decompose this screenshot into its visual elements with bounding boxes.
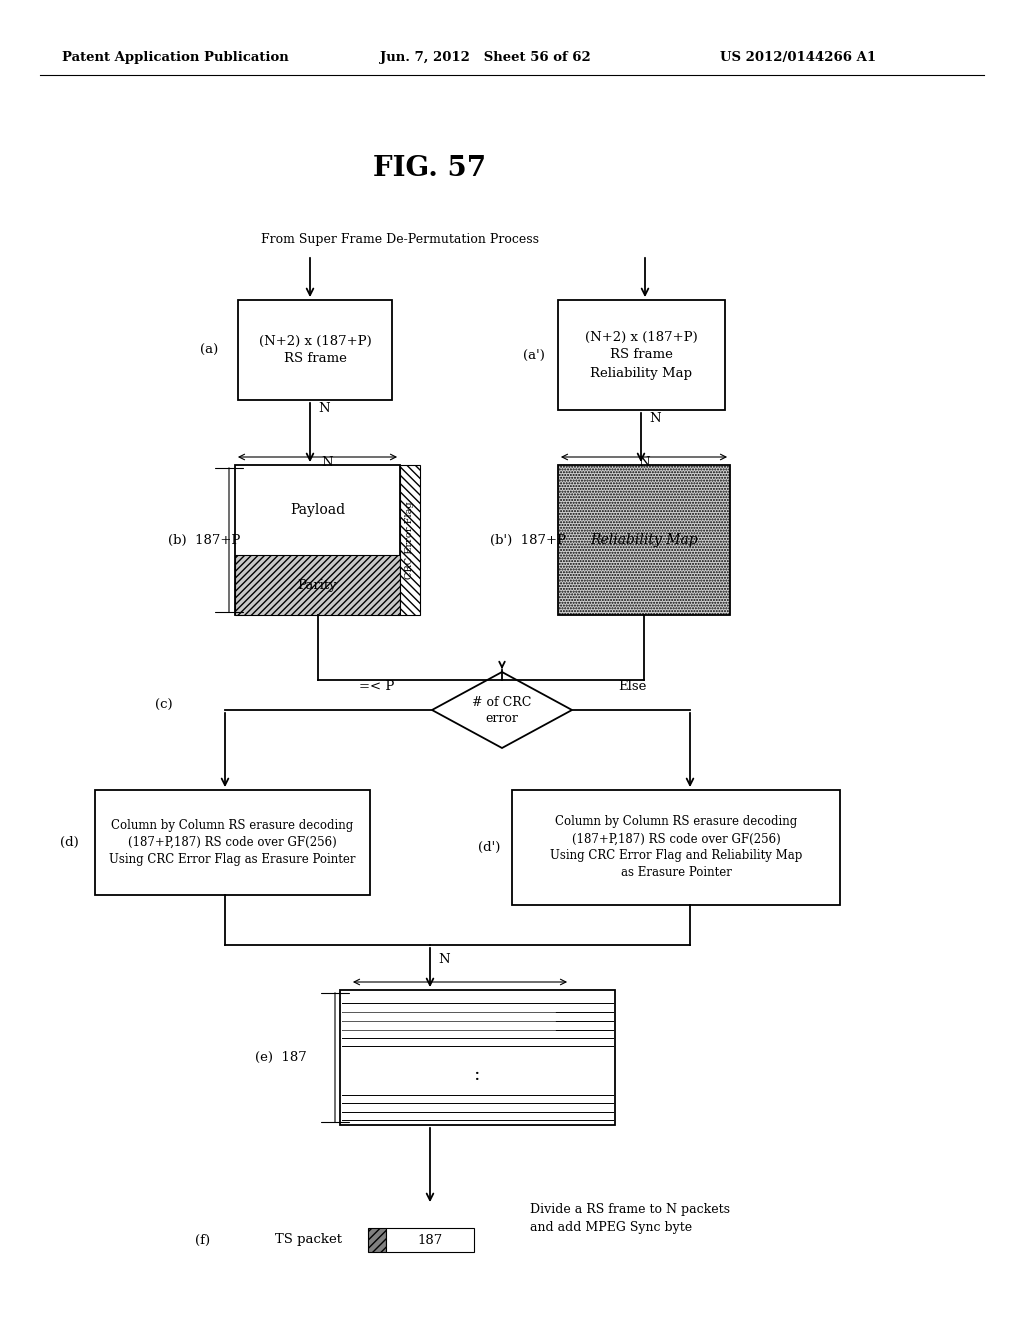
Text: (d'): (d') [478,841,501,854]
Text: (a'): (a') [523,348,545,362]
Text: N: N [649,412,660,425]
Bar [512,789,840,906]
Text: Jun. 7, 2012   Sheet 56 of 62: Jun. 7, 2012 Sheet 56 of 62 [380,51,591,65]
Bar [558,465,730,615]
Bar [400,465,420,615]
Bar [558,300,725,411]
Text: (a): (a) [200,343,218,356]
Text: (c): (c) [155,698,173,711]
Text: Column by Column RS erasure decoding
(187+P,187) RS code over GF(256)
Using CRC : Column by Column RS erasure decoding (18… [550,816,802,879]
Polygon shape [432,672,572,748]
Text: =< P: =< P [359,680,394,693]
Text: :: : [474,1067,480,1084]
Text: (d): (d) [60,836,79,849]
Text: FIG. 57: FIG. 57 [374,154,486,181]
Text: N: N [322,455,334,469]
Text: US 2012/0144266 A1: US 2012/0144266 A1 [720,51,877,65]
Bar [234,465,400,615]
Text: N: N [638,455,650,469]
Text: (N+2) x (187+P)
RS frame
Reliability Map: (N+2) x (187+P) RS frame Reliability Map [585,330,698,380]
Text: (b)  187+P: (b) 187+P [168,533,241,546]
Text: Reliability Map: Reliability Map [590,533,697,546]
Text: (b')  187+P: (b') 187+P [490,533,566,546]
Bar [95,789,370,895]
Bar [238,300,392,400]
Text: (N+2) x (187+P)
RS frame: (N+2) x (187+P) RS frame [259,334,372,366]
Text: Else: Else [617,680,646,693]
Text: Column by Column RS erasure decoding
(187+P,187) RS code over GF(256)
Using CRC : Column by Column RS erasure decoding (18… [110,818,355,866]
Bar [234,554,400,615]
Bar [340,990,615,1125]
Text: Divide a RS frame to N packets
and add MPEG Sync byte: Divide a RS frame to N packets and add M… [530,1203,730,1233]
Text: TS packet: TS packet [275,1233,342,1246]
Text: 187: 187 [418,1233,442,1246]
Bar [386,1228,474,1251]
Text: N: N [318,403,330,414]
Text: (f): (f) [195,1233,210,1246]
Text: CRC Error Flag: CRC Error Flag [406,502,415,578]
Text: Payload: Payload [290,503,345,517]
Bar [368,1228,386,1251]
Text: # of CRC
error: # of CRC error [472,696,531,725]
Text: Patent Application Publication: Patent Application Publication [62,51,289,65]
Text: N: N [438,953,450,966]
Text: (e)  187: (e) 187 [255,1051,307,1064]
Text: From Super Frame De-Permutation Process: From Super Frame De-Permutation Process [261,234,539,247]
Text: Parity: Parity [298,578,337,591]
